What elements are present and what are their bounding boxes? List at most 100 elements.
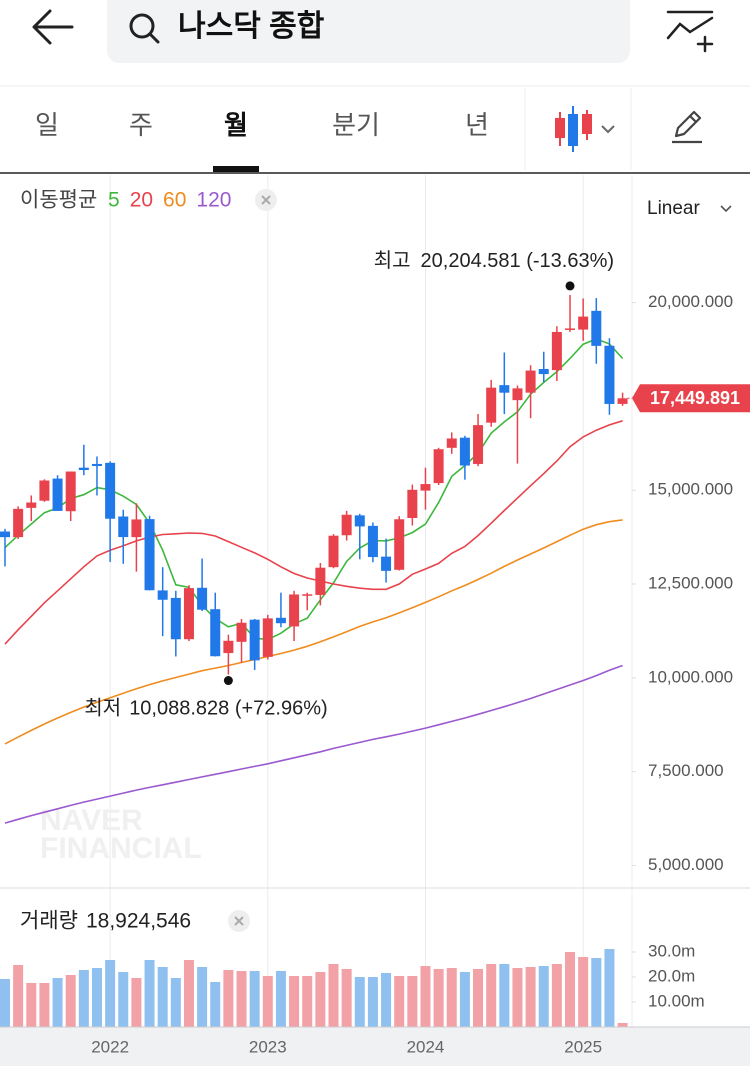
volume-bar [446, 968, 457, 1027]
ma-title: 이동평균 [20, 189, 97, 212]
scale-chevron [720, 205, 732, 213]
candle-body [131, 519, 142, 538]
last-price-label: 17,449.891 [650, 388, 740, 408]
legend-entry: 5 [108, 189, 120, 212]
candle-body [289, 594, 300, 627]
volume-bar [381, 973, 392, 1027]
volume-bar [197, 967, 208, 1027]
volume-bar [328, 964, 339, 1027]
candle-body [381, 556, 392, 571]
chart-type-button[interactable] [555, 106, 615, 152]
volume-bar [302, 976, 313, 1027]
candle-body [578, 316, 589, 330]
volume-bar [565, 952, 576, 1027]
candle-body [538, 369, 549, 375]
search-text: 나스닥 종합 [178, 10, 325, 43]
candle-body [420, 484, 431, 491]
candle-body [65, 471, 76, 512]
candle-body [26, 502, 37, 508]
volume-bar [341, 969, 352, 1027]
candle-body [39, 480, 50, 501]
candle-body [91, 463, 102, 467]
y-tick-label: 20,000.000 [648, 292, 733, 311]
volume-bar [525, 967, 536, 1027]
tab[interactable]: 분기 [332, 110, 380, 140]
candle-body [144, 519, 155, 591]
candle-body [210, 609, 221, 657]
candle-body [499, 385, 510, 393]
tab[interactable]: 년 [465, 110, 489, 140]
volume-title: 거래량 [20, 910, 78, 933]
y-tick-label: 15,000.000 [648, 480, 733, 499]
candle-body [157, 590, 168, 600]
volume-bar [420, 966, 431, 1027]
x-tick-label: 2023 [249, 1037, 287, 1056]
watermark-text: FINANCIAL [40, 832, 202, 865]
volume-bar [249, 971, 260, 1027]
volume-bar [394, 976, 405, 1027]
volume-bar [275, 971, 286, 1027]
annotation-label: 최저 [84, 697, 121, 720]
y-tick-label: 12,500.000 [648, 574, 733, 593]
annotation-text: 10,088.828 (+72.96%) [129, 698, 328, 720]
volume-bar [183, 960, 194, 1027]
draw-button[interactable] [672, 110, 702, 144]
y-tick-label: 5,000.000 [648, 855, 724, 874]
candle-body [407, 489, 418, 518]
candle-body [512, 388, 523, 401]
candle-body [0, 531, 10, 538]
candle-body [13, 508, 24, 538]
volume-bar [407, 976, 418, 1027]
candle-body [275, 617, 286, 624]
candle-body [565, 328, 576, 330]
volume-bar [13, 965, 24, 1027]
volume-bar [91, 968, 102, 1027]
candle-body [486, 387, 497, 423]
annotation-text: 20,204.581 (-13.63%) [421, 250, 614, 272]
x-tick-label: 2022 [91, 1037, 129, 1056]
volume-bar [105, 960, 116, 1027]
legend-entry: 60 [163, 189, 186, 212]
search-icon [129, 13, 155, 39]
moving-average-line [4, 519, 623, 745]
tab-underline [213, 166, 259, 172]
y-tick-label: 7,500.000 [648, 761, 724, 780]
tab[interactable]: 일 [35, 110, 59, 140]
volume-bar [289, 976, 300, 1027]
candle-body [551, 331, 562, 371]
close-icon [261, 195, 271, 205]
candle-body [459, 437, 470, 466]
legend-entry: 20 [130, 189, 153, 212]
moving-average-line [4, 664, 623, 824]
volume-bar [604, 949, 615, 1027]
volume-bar [26, 983, 37, 1027]
candle-body [105, 462, 116, 519]
x-tick-label: 2024 [407, 1037, 445, 1056]
x-axis-band [0, 1027, 750, 1066]
volume-bar [39, 983, 50, 1027]
annotation: 최저 10,088.828 (+72.96%) [84, 697, 327, 720]
volume-bar [52, 978, 63, 1027]
tab-active[interactable]: 월 [224, 110, 248, 140]
volume-bar [170, 978, 181, 1027]
scale-label[interactable]: Linear [647, 198, 700, 219]
candle-body [367, 525, 378, 558]
volume-bar [499, 964, 510, 1027]
volume-bar [486, 964, 497, 1027]
volume-bar [367, 977, 378, 1027]
compare-icon[interactable] [666, 10, 714, 53]
candle-body [223, 640, 234, 654]
candle-body [249, 619, 260, 661]
volume-value: 18,924,546 [86, 910, 191, 933]
candle-body [604, 345, 615, 404]
volume-bar [78, 970, 89, 1027]
volume-bar [551, 964, 562, 1027]
volume-bar [512, 968, 523, 1027]
candle-body [170, 597, 181, 640]
volume-bar [315, 972, 326, 1027]
moving-average-line [4, 420, 623, 645]
back-button[interactable] [32, 9, 74, 45]
tab[interactable]: 주 [129, 110, 153, 140]
search-box[interactable] [107, 0, 630, 63]
